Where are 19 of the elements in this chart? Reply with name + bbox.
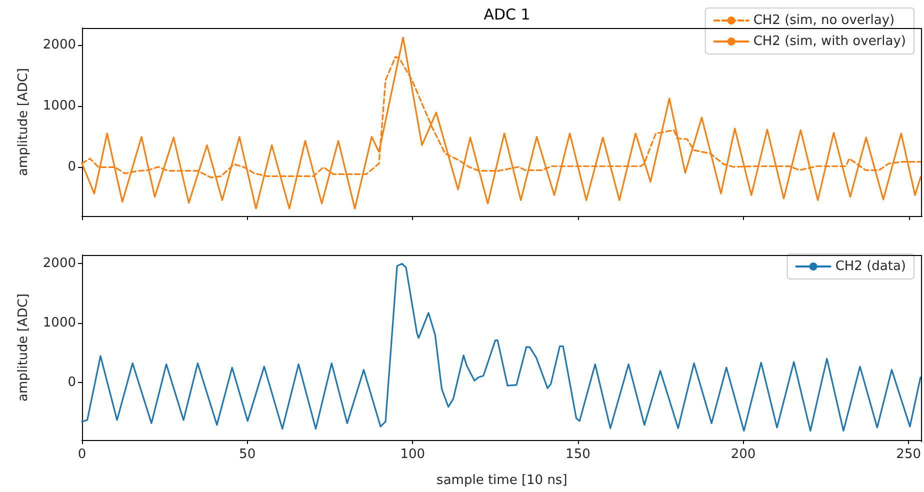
y-tick-label: 2000 <box>42 38 76 53</box>
x-tick-label: 0 <box>78 447 86 462</box>
legend-label: CH2 (sim, no overlay) <box>753 13 895 28</box>
x-tick-label: 50 <box>239 447 256 462</box>
y-tick-label: 1000 <box>42 98 76 114</box>
x-tick-label: 200 <box>730 447 756 462</box>
y-tick-label: 1000 <box>42 315 76 330</box>
y-axis-title: amplitude [ADC] <box>16 294 31 402</box>
legend-label: CH2 (data) <box>835 259 906 274</box>
y-tick-label: 0 <box>68 160 76 175</box>
x-tick-label: 150 <box>566 447 590 462</box>
x-tick-label: 250 <box>896 447 922 462</box>
x-tick-label: 100 <box>400 447 426 462</box>
y-tick-label: 2000 <box>42 256 76 271</box>
legend-label: CH2 (sim, with overlay) <box>753 34 906 49</box>
y-axis-title: amplitude [ADC] <box>16 68 31 176</box>
chart-title: ADC 1 <box>484 6 530 24</box>
x-axis-title: sample time [10 ns] <box>436 473 568 488</box>
y-tick-label: 0 <box>68 374 76 390</box>
